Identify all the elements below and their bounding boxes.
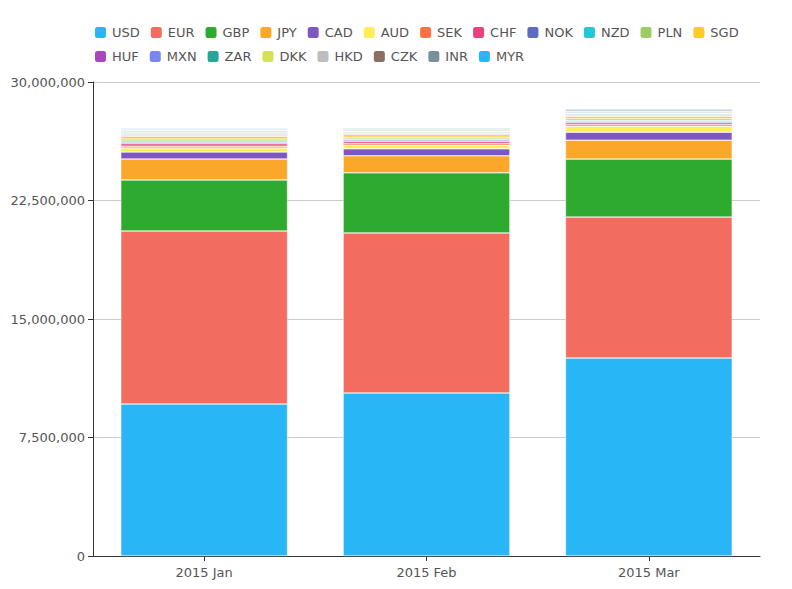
svg-text:AUD: AUD [381, 25, 409, 40]
svg-text:2015 Jan: 2015 Jan [176, 565, 233, 580]
svg-text:SGD: SGD [710, 25, 738, 40]
svg-text:CHF: CHF [490, 25, 516, 40]
svg-text:NOK: NOK [544, 25, 573, 40]
svg-text:SEK: SEK [437, 25, 462, 40]
svg-text:30,000,000: 30,000,000 [11, 75, 85, 90]
svg-text:CZK: CZK [391, 49, 418, 64]
svg-text:JPY: JPY [276, 25, 296, 40]
svg-text:INR: INR [445, 49, 468, 64]
svg-text:EUR: EUR [168, 25, 195, 40]
svg-text:HKD: HKD [335, 49, 363, 64]
svg-text:MYR: MYR [496, 49, 524, 64]
svg-text:7,500,000: 7,500,000 [19, 430, 85, 445]
svg-text:15,000,000: 15,000,000 [11, 312, 85, 327]
svg-text:2015 Mar: 2015 Mar [618, 565, 680, 580]
svg-text:ZAR: ZAR [225, 49, 252, 64]
svg-text:0: 0 [77, 549, 85, 564]
svg-text:2015 Feb: 2015 Feb [396, 565, 456, 580]
svg-text:NZD: NZD [601, 25, 630, 40]
svg-text:GBP: GBP [223, 25, 250, 40]
svg-text:USD: USD [112, 25, 140, 40]
svg-text:MXN: MXN [167, 49, 197, 64]
svg-text:PLN: PLN [658, 25, 683, 40]
svg-text:22,500,000: 22,500,000 [11, 193, 85, 208]
svg-text:DKK: DKK [279, 49, 307, 64]
svg-text:HUF: HUF [112, 49, 139, 64]
svg-text:CAD: CAD [325, 25, 353, 40]
